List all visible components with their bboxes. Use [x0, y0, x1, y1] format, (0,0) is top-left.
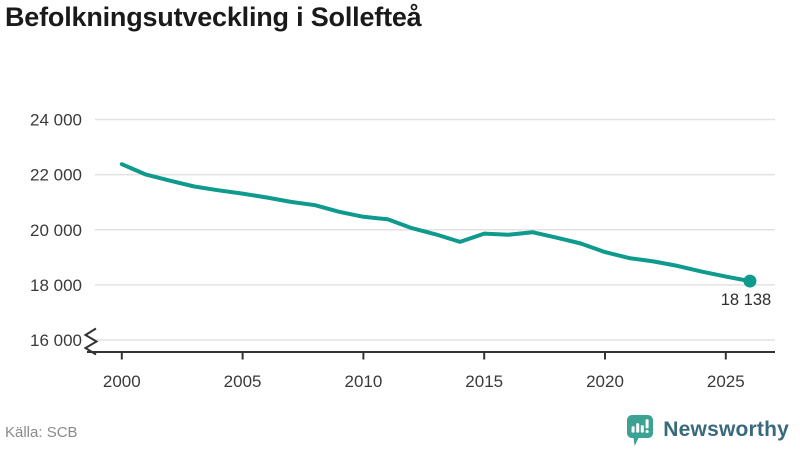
x-tick-label: 2015 [465, 372, 503, 391]
y-tick-label: 20 000 [30, 221, 82, 240]
y-tick-label: 24 000 [30, 111, 82, 130]
newsworthy-wordmark: Newsworthy [663, 418, 789, 441]
newsworthy-bubble-chart-icon [627, 414, 654, 446]
x-tick-label: 2020 [586, 372, 624, 391]
y-tick-label: 22 000 [30, 166, 82, 185]
newsworthy-logo: Newsworthy [627, 413, 789, 447]
y-tick-label: 18 000 [30, 276, 82, 295]
y-tick-label: 16 000 [30, 331, 82, 350]
population-series-line [119, 162, 752, 284]
x-tick-label: 2000 [103, 372, 141, 391]
x-tick-label: 2025 [707, 372, 745, 391]
x-tick-label: 2010 [344, 372, 382, 391]
axis-break-icon [83, 327, 99, 356]
latest-value-label: 18 138 [721, 291, 771, 309]
source-label: Källa: SCB [5, 424, 78, 441]
chart-title: Befolkningsutveckling i Sollefteå [5, 2, 422, 32]
latest-value-dot [743, 274, 757, 288]
x-tick-label: 2005 [224, 372, 262, 391]
